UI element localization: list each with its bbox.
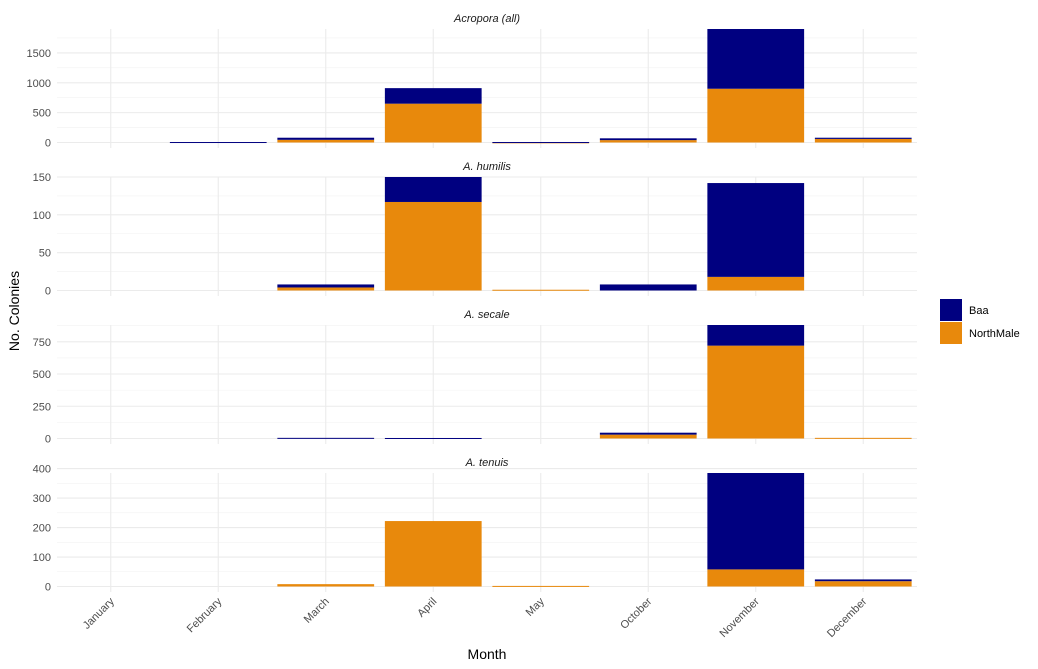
panel-3: A. tenuis 0 100 200 300 400 xyxy=(33,457,917,594)
bar-baa-march xyxy=(277,284,375,288)
bar-northmale-april xyxy=(384,201,482,291)
x-tick-label: May xyxy=(524,595,548,619)
bar-northmale-november xyxy=(707,88,805,143)
bar-northmale-november xyxy=(707,276,805,291)
bar-baa-march xyxy=(277,437,375,439)
bar-northmale-april xyxy=(384,521,482,587)
bar-northmale-march xyxy=(277,584,375,587)
y-tick-label: 1500 xyxy=(27,48,51,60)
x-axis: January February March April May October Novem… xyxy=(81,595,870,640)
y-tick-label: 500 xyxy=(33,369,51,381)
bar-baa-november xyxy=(707,29,805,89)
bar-northmale-march xyxy=(277,139,375,143)
y-tick-label: 0 xyxy=(45,138,51,150)
bar-baa-october xyxy=(599,432,697,435)
bar-baa-december xyxy=(814,137,912,139)
bar-northmale-april xyxy=(384,103,482,143)
bar-northmale-november xyxy=(707,345,805,439)
bar-baa-march xyxy=(277,137,375,140)
panel-1: A. humilis 0 50 100 150 xyxy=(33,161,917,298)
y-tick-label: 0 xyxy=(45,286,51,298)
bar-baa-april xyxy=(384,88,482,104)
x-axis-title: Month xyxy=(468,646,507,662)
bar-baa-october xyxy=(599,284,697,291)
bar-northmale-december xyxy=(814,138,912,143)
bar-baa-december xyxy=(814,579,912,582)
panel-2: A. secale 0 250 500 750 xyxy=(33,309,917,446)
y-tick-label: 100 xyxy=(33,210,51,222)
bar-baa-february xyxy=(169,142,267,144)
bar-northmale-may xyxy=(492,585,590,587)
bar-baa-april xyxy=(384,437,482,439)
y-tick-label: 400 xyxy=(33,464,51,476)
bar-northmale-may xyxy=(492,289,590,291)
legend: Baa NorthMale xyxy=(940,299,1020,344)
y-tick-label: 0 xyxy=(45,434,51,446)
y-tick-label: 250 xyxy=(33,401,51,413)
x-tick-label: December xyxy=(825,595,870,640)
x-tick-label: November xyxy=(718,595,763,640)
panel-0: Acropora (all) 0 500 1000 1500 xyxy=(27,13,917,150)
bar-northmale-december xyxy=(814,437,912,439)
bar-baa-november xyxy=(707,473,805,570)
legend-swatch-northmale xyxy=(940,322,962,344)
legend-label: NorthMale xyxy=(969,328,1020,340)
bar-northmale-october xyxy=(599,140,697,143)
bar-northmale-december xyxy=(814,581,912,587)
x-tick-label: October xyxy=(618,595,654,631)
y-tick-label: 500 xyxy=(33,108,51,120)
bar-baa-november xyxy=(707,183,805,277)
y-axis-title: No. Colonies xyxy=(6,271,22,351)
bar-baa-october xyxy=(599,138,697,141)
panel-title: A. tenuis xyxy=(465,457,509,469)
bar-baa-may xyxy=(492,142,590,144)
x-tick-label: February xyxy=(185,595,225,635)
y-tick-label: 300 xyxy=(33,493,51,505)
bar-baa-april xyxy=(384,177,482,202)
bar-baa-november xyxy=(707,325,805,346)
y-tick-label: 200 xyxy=(33,523,51,535)
y-tick-label: 750 xyxy=(33,337,51,349)
x-tick-label: March xyxy=(302,596,332,626)
x-tick-label: January xyxy=(81,595,118,632)
bar-northmale-november xyxy=(707,569,805,587)
y-tick-label: 0 xyxy=(45,582,51,594)
y-tick-label: 1000 xyxy=(27,78,51,90)
bar-northmale-march xyxy=(277,287,375,291)
y-tick-label: 50 xyxy=(39,248,51,260)
x-tick-label: April xyxy=(415,596,439,620)
bar-northmale-october xyxy=(599,434,697,439)
panel-title: A. secale xyxy=(463,309,509,321)
y-tick-label: 150 xyxy=(33,172,51,184)
legend-label: Baa xyxy=(969,305,989,317)
legend-swatch-baa xyxy=(940,299,962,321)
panel-title: A. humilis xyxy=(462,161,511,173)
panel-title: Acropora (all) xyxy=(453,13,520,25)
y-tick-label: 100 xyxy=(33,552,51,564)
